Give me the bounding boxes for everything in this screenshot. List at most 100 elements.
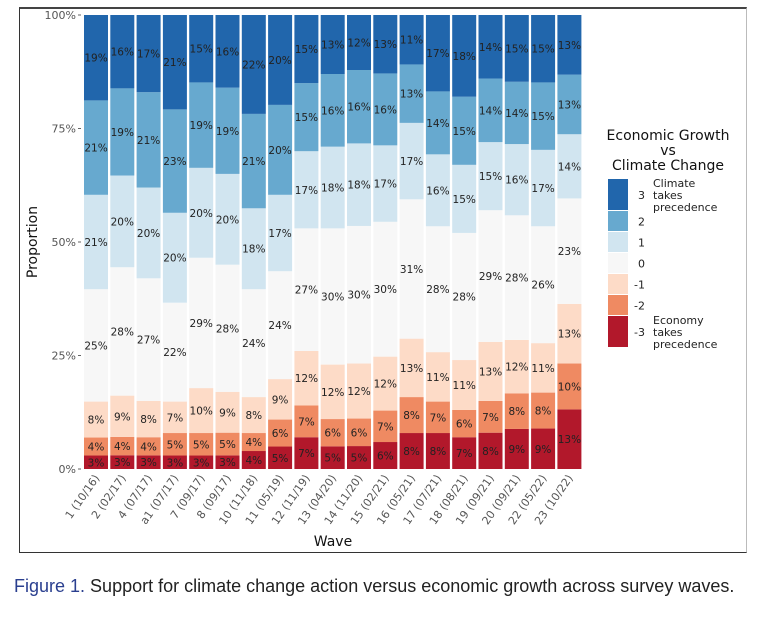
bar-stack: 8% 7% 11% 28% 16% 14% 17% bbox=[425, 15, 450, 469]
legend-label-line: takes bbox=[653, 326, 683, 339]
legend-swatch bbox=[608, 179, 628, 210]
bar-segment bbox=[215, 432, 240, 456]
bar-segment bbox=[373, 15, 398, 74]
bar-segment-label: 20% bbox=[216, 214, 239, 226]
bar-segment-label: 25% bbox=[84, 340, 107, 352]
bar-segment-label: 5% bbox=[272, 453, 289, 465]
bar-segment-label: 8% bbox=[245, 410, 262, 422]
bar-segment-label: 14% bbox=[426, 118, 449, 130]
bar-segment bbox=[557, 409, 582, 469]
bar-segment-label: 28% bbox=[453, 291, 476, 303]
bar-segment bbox=[531, 149, 556, 227]
bar-segment bbox=[162, 302, 187, 402]
bar-segment-label: 22% bbox=[163, 347, 186, 359]
bar-segment-label: 16% bbox=[426, 185, 449, 197]
bar-segment-label: 13% bbox=[558, 99, 581, 111]
bar-segment-label: 5% bbox=[324, 453, 341, 465]
bar-segment-label: 8% bbox=[508, 406, 525, 418]
bar-segment-label: 3% bbox=[140, 457, 157, 469]
bar-segment-label: 19% bbox=[190, 120, 213, 132]
bar-segment bbox=[241, 15, 266, 114]
bar-segment bbox=[162, 109, 187, 213]
bar-segment-label: 18% bbox=[242, 244, 265, 256]
bar-segment-label: 22% bbox=[242, 59, 265, 71]
bar-segment bbox=[241, 397, 266, 434]
bar-segment bbox=[215, 173, 240, 265]
figure-caption: Figure 1. Support for climate change act… bbox=[14, 575, 754, 598]
bar-segment-label: 24% bbox=[242, 338, 265, 350]
bar-segment-label: 31% bbox=[400, 264, 423, 276]
bar-segment-label: 28% bbox=[216, 323, 239, 335]
legend-swatch bbox=[608, 295, 628, 315]
bar-segment-label: 8% bbox=[403, 410, 420, 422]
bar-segment bbox=[320, 446, 345, 469]
bar-segment-label: 21% bbox=[84, 237, 107, 249]
y-tick-label: 0% bbox=[59, 463, 76, 476]
bar-segment bbox=[268, 271, 293, 380]
legend-key: 1 bbox=[638, 237, 645, 250]
bar-segment bbox=[320, 15, 345, 75]
bar-segment bbox=[478, 78, 503, 143]
bar-segment bbox=[162, 212, 187, 303]
bar-segment-label: 16% bbox=[347, 102, 370, 114]
legend-label-line: precedence bbox=[653, 338, 718, 351]
bar-segment-label: 7% bbox=[167, 412, 184, 424]
bar-segment-label: 17% bbox=[426, 48, 449, 60]
bar-segment-label: 4% bbox=[245, 455, 262, 467]
bar-segment-label: 27% bbox=[295, 285, 318, 297]
bar-segment-label: 14% bbox=[479, 105, 502, 117]
bar-segment-label: 20% bbox=[111, 216, 134, 228]
legend-item: 2 bbox=[608, 211, 645, 231]
bar-segment-label: 21% bbox=[137, 135, 160, 147]
bar-segment bbox=[294, 405, 319, 438]
bar-segment-label: 16% bbox=[111, 47, 134, 59]
bar-segment-label: 19% bbox=[111, 127, 134, 139]
bar-segment bbox=[373, 145, 398, 222]
bar-segment-label: 7% bbox=[377, 421, 394, 433]
bar-segment-label: 13% bbox=[558, 40, 581, 52]
bar-segment bbox=[557, 198, 582, 304]
bar-segment bbox=[373, 221, 398, 357]
bar-segment-label: 12% bbox=[347, 386, 370, 398]
bar-segment-label: 8% bbox=[403, 446, 420, 458]
bar-segment bbox=[452, 232, 477, 361]
legend-title-line: Economic Growth bbox=[607, 128, 730, 144]
bar-segment bbox=[347, 15, 371, 71]
bar-segment-label: 15% bbox=[531, 111, 554, 123]
bar-segment-label: 19% bbox=[216, 126, 239, 138]
bar-segment bbox=[294, 15, 319, 84]
bar-segment-label: 8% bbox=[482, 446, 499, 458]
bar-segment bbox=[504, 215, 529, 340]
bar-segment bbox=[504, 144, 529, 216]
bar-segment-label: 6% bbox=[351, 427, 368, 439]
bar-stack: 4% 4% 8% 24% 18% 21% 22% bbox=[241, 15, 266, 469]
bar-segment bbox=[531, 82, 556, 150]
bar-segment bbox=[557, 363, 582, 410]
bar-segment-label: 20% bbox=[190, 208, 213, 220]
bar-segment bbox=[241, 208, 266, 290]
legend-label-line: precedence bbox=[653, 201, 718, 214]
bar-segment-label: 18% bbox=[453, 51, 476, 63]
bar-segment bbox=[425, 15, 450, 92]
bar-segment bbox=[373, 442, 398, 469]
bar-segment bbox=[399, 15, 424, 65]
bar-segment bbox=[136, 92, 161, 188]
legend-label-line: Economy bbox=[653, 314, 704, 327]
bar-segment-label: 15% bbox=[295, 112, 318, 124]
bar-segment bbox=[294, 437, 319, 469]
bar-segment-label: 9% bbox=[114, 411, 131, 423]
bar-segment-label: 6% bbox=[456, 419, 473, 431]
bar-segment bbox=[294, 151, 319, 229]
bar-segment bbox=[189, 388, 214, 434]
bar-segment bbox=[241, 433, 266, 452]
bar-segment bbox=[136, 187, 161, 279]
bar-segment bbox=[452, 360, 477, 410]
bar-segment bbox=[136, 400, 161, 438]
y-axis-title: Proportion bbox=[25, 206, 41, 278]
bar-segment bbox=[347, 446, 371, 469]
bar-stack: 6% 7% 12% 30% 17% 16% 13% bbox=[373, 15, 398, 469]
bar-segment-label: 13% bbox=[374, 39, 397, 51]
bar-stack: 7% 7% 12% 27% 17% 15% 15% bbox=[294, 15, 319, 469]
